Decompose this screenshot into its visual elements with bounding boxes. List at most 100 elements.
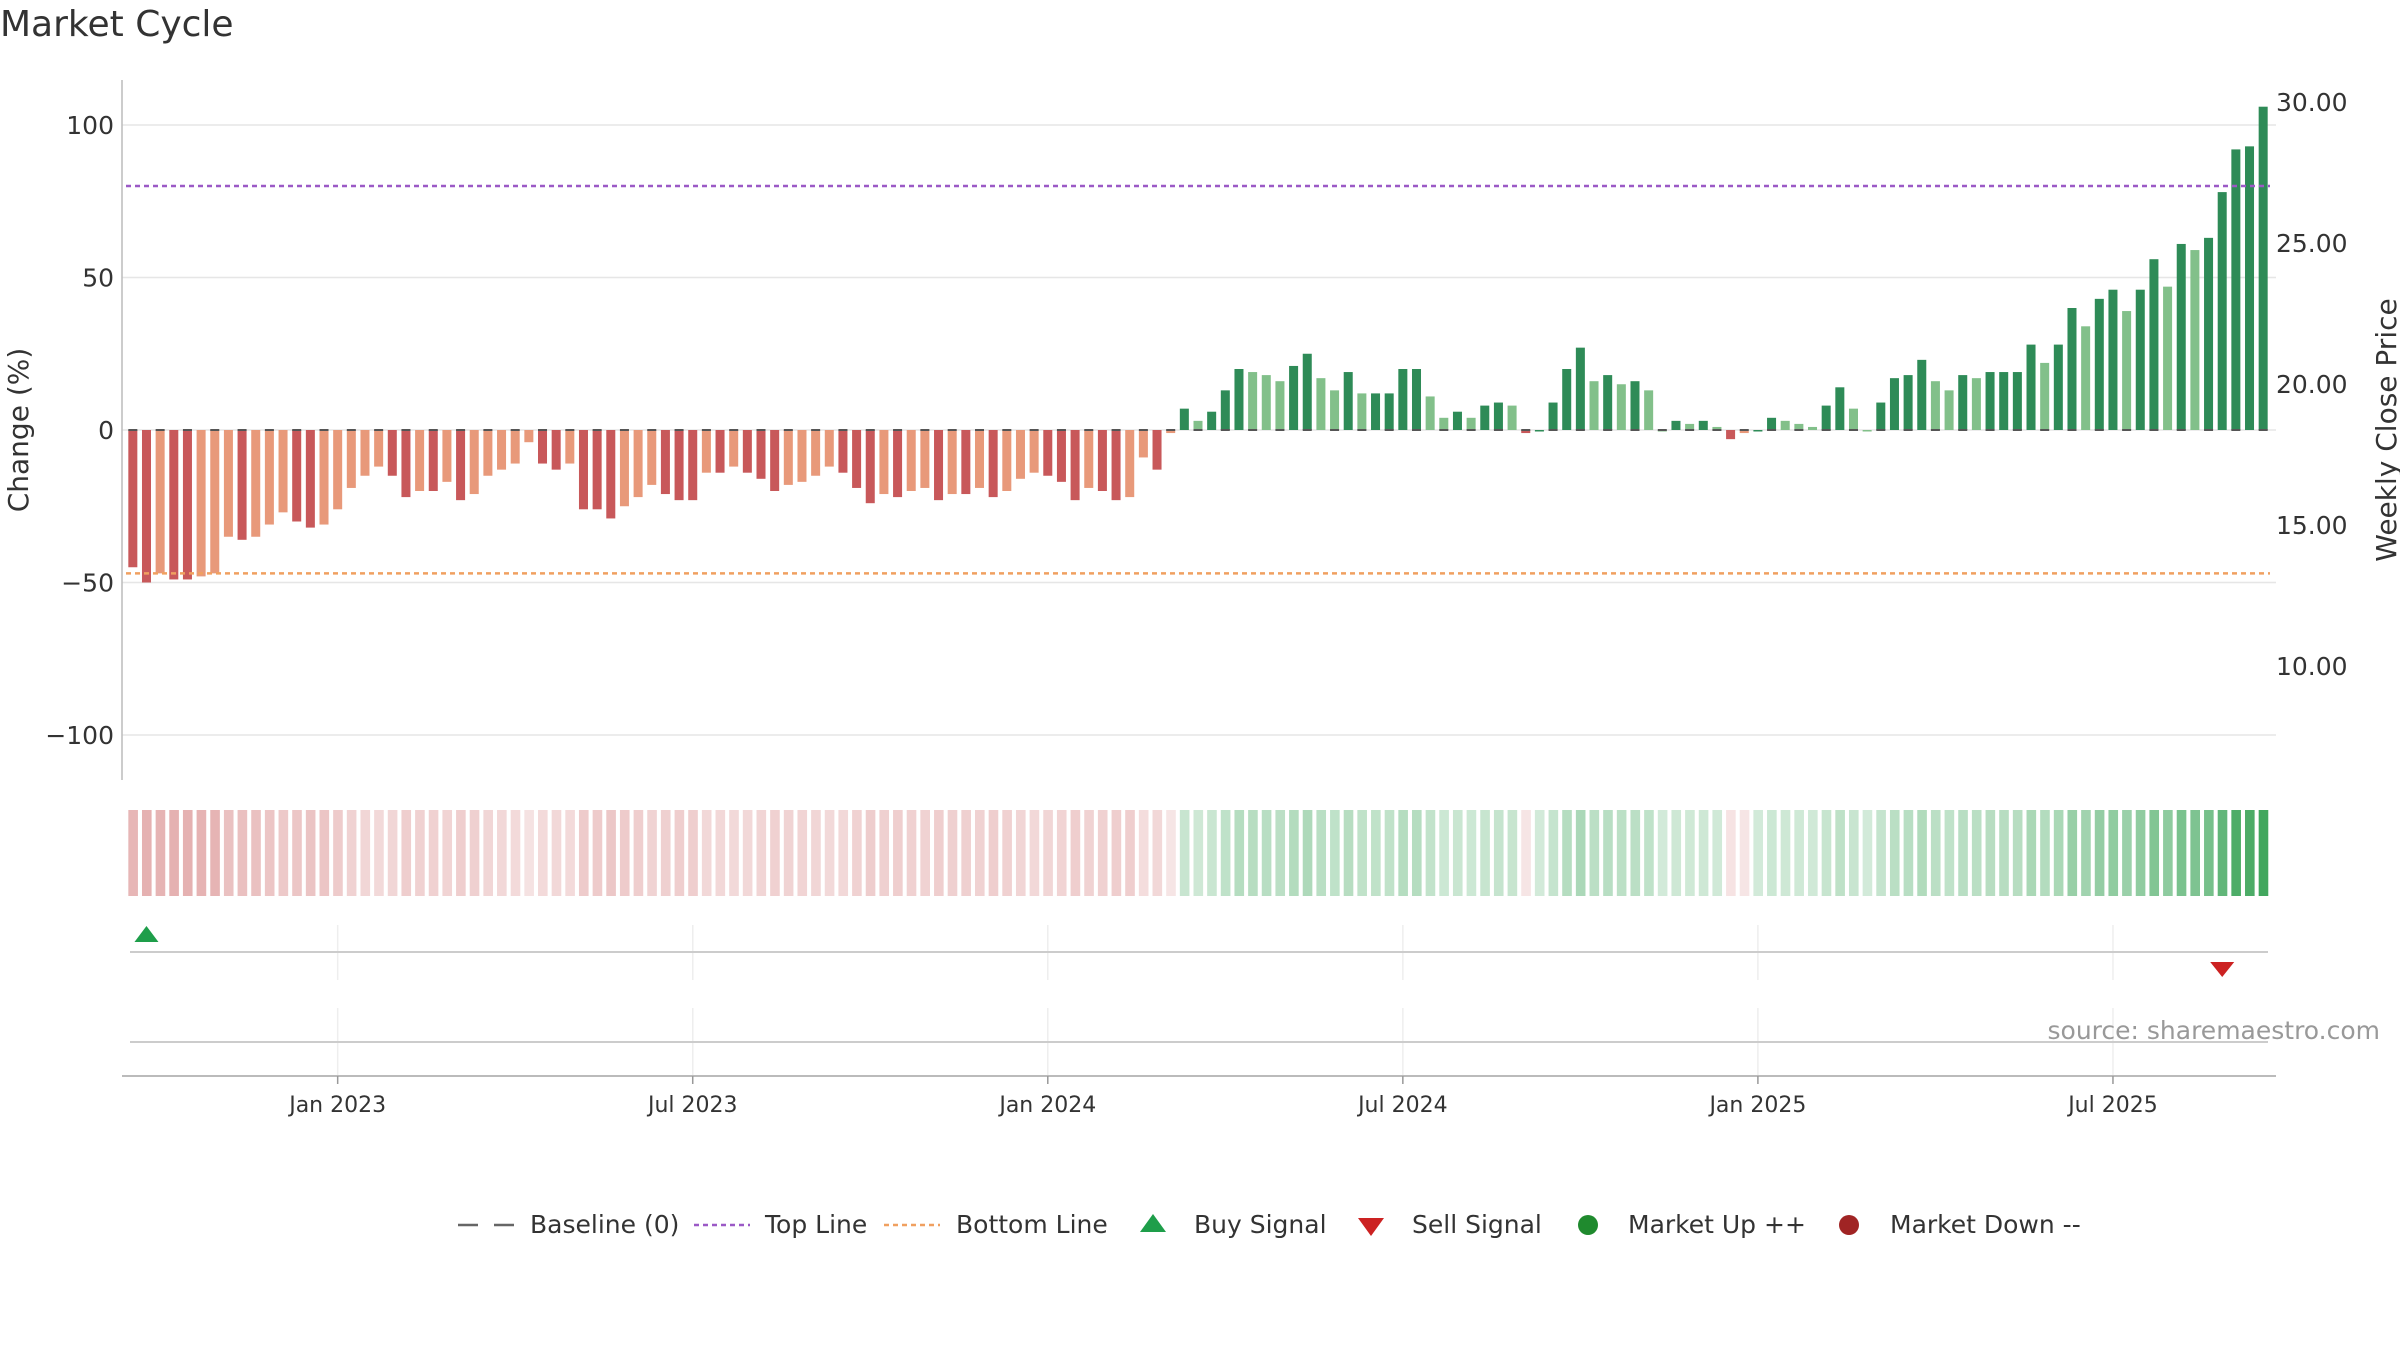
heat-strip-cell xyxy=(1084,810,1094,896)
heat-strip-cell xyxy=(688,810,698,896)
heat-strip-cell xyxy=(906,810,917,896)
left-tick-label: −100 xyxy=(45,721,114,750)
heat-strip-cell xyxy=(1275,810,1286,896)
legend-label-market-down: Market Down -- xyxy=(1890,1210,2081,1239)
change-bar xyxy=(1712,426,1722,430)
heat-strip-cell xyxy=(647,810,657,896)
heat-strip-cell xyxy=(1166,810,1176,896)
change-bar xyxy=(1644,390,1654,430)
change-bar xyxy=(1999,372,2009,430)
change-bar xyxy=(2135,289,2145,430)
change-bar xyxy=(1398,369,1408,430)
change-bar xyxy=(879,430,889,495)
change-bar xyxy=(1357,393,1367,430)
heat-strip-cell xyxy=(1411,810,1422,896)
heat-strip-cell xyxy=(1739,810,1750,896)
heat-strip-cell xyxy=(742,810,753,896)
legend-label-sell-signal: Sell Signal xyxy=(1412,1210,1542,1239)
change-bar xyxy=(428,430,438,491)
heat-strip-cell xyxy=(974,810,985,896)
change-bar xyxy=(606,430,616,519)
legend-label-bottom-line: Bottom Line xyxy=(956,1210,1108,1239)
heat-strip-cell xyxy=(715,810,726,896)
heat-strip-cell xyxy=(1835,810,1845,896)
change-bar xyxy=(988,430,998,498)
heat-strip-cell xyxy=(1575,810,1586,896)
change-bar xyxy=(524,430,534,443)
heat-strip-cell xyxy=(1248,810,1258,896)
heat-strip-cell xyxy=(1958,810,1968,896)
change-bar xyxy=(223,430,233,537)
change-bar xyxy=(196,430,206,577)
heat-strip-cell xyxy=(865,810,876,896)
heat-strip-cell xyxy=(660,810,671,896)
change-bar xyxy=(2245,146,2255,430)
change-bar xyxy=(1425,396,1435,430)
change-bar xyxy=(701,430,711,473)
heat-strip-cell xyxy=(278,810,289,896)
change-bar xyxy=(415,430,425,491)
heat-strip-cell xyxy=(1685,810,1695,896)
heat-strip-cell xyxy=(1848,810,1859,896)
change-bar xyxy=(551,430,561,470)
chart-title: Market Cycle xyxy=(0,4,234,45)
change-bar xyxy=(578,430,588,510)
change-bar xyxy=(893,430,903,498)
heat-strip-cell xyxy=(524,810,534,896)
change-bar xyxy=(1671,420,1681,430)
legend-market-up-icon xyxy=(1578,1215,1598,1235)
source-label: source: sharemaestro.com xyxy=(2048,1016,2381,1045)
change-bar xyxy=(1248,372,1258,430)
heat-strip-cell xyxy=(346,810,357,896)
heat-strip-cell xyxy=(2081,810,2091,896)
change-bar xyxy=(251,430,261,537)
x-tick-label: Jul 2023 xyxy=(646,1093,738,1118)
heat-strip-cell xyxy=(619,810,630,896)
heat-strip-cell xyxy=(141,810,152,896)
heat-strip-cell xyxy=(2053,810,2064,896)
heat-strip-cell xyxy=(811,810,821,896)
change-bar xyxy=(1261,375,1271,430)
heat-strip-cell xyxy=(1930,810,1941,896)
heat-strip-cell xyxy=(483,810,493,896)
heat-strip-cell xyxy=(1767,810,1777,896)
heat-strip-cell xyxy=(2149,810,2160,896)
change-bar xyxy=(770,430,780,491)
heat-strip-cell xyxy=(1507,810,1518,896)
heat-strip-cell xyxy=(852,810,862,896)
heat-strip-cell xyxy=(2163,810,2173,896)
change-bar xyxy=(128,430,138,568)
change-bar xyxy=(1507,405,1517,430)
heat-strip-cell xyxy=(1985,810,1996,896)
change-bar xyxy=(1138,430,1148,458)
change-bar xyxy=(1630,381,1640,430)
heat-strip-cell xyxy=(1330,810,1340,896)
heat-strip-cell xyxy=(770,810,780,896)
heat-strip-cell xyxy=(674,810,685,896)
heat-strip-cell xyxy=(1616,810,1627,896)
heat-strip-cell xyxy=(1999,810,2009,896)
right-tick-label: 25.00 xyxy=(2276,229,2348,258)
x-tick-label: Jul 2025 xyxy=(2066,1093,2158,1118)
change-bar xyxy=(141,430,151,583)
heat-strip-cell xyxy=(2231,810,2241,896)
change-bar xyxy=(2053,344,2063,430)
change-bar xyxy=(1029,430,1039,473)
heat-strip-cell xyxy=(797,810,808,896)
change-bar xyxy=(838,430,848,473)
y-axis-label-right: Weekly Close Price xyxy=(2370,298,2400,561)
change-bar xyxy=(1234,369,1244,430)
change-bar xyxy=(1480,405,1490,430)
heat-strip-cell xyxy=(1056,810,1067,896)
change-bar xyxy=(2094,298,2104,430)
heat-strip-cell xyxy=(1207,810,1217,896)
heat-strip-cell xyxy=(1234,810,1245,896)
change-bar xyxy=(1002,430,1012,491)
change-bar xyxy=(1371,393,1381,430)
heat-strip-cell xyxy=(1808,810,1818,896)
change-bar xyxy=(1534,430,1544,432)
change-bar xyxy=(264,430,274,525)
heat-strip-cell xyxy=(893,810,903,896)
heat-strip-cell xyxy=(1917,810,1927,896)
heat-strip-cell xyxy=(319,810,330,896)
